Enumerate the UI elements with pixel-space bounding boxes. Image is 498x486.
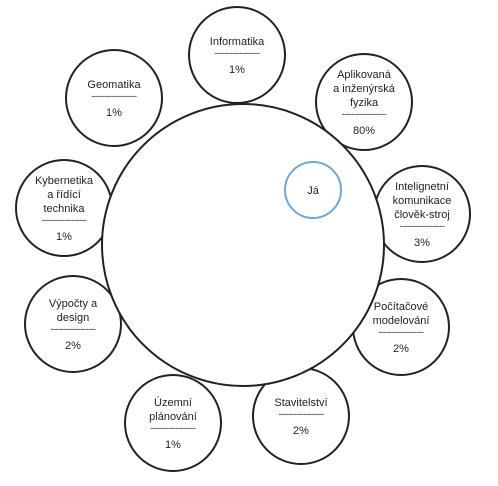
node-divider: ------------------ [279, 409, 324, 419]
node-label-line: design [57, 312, 89, 324]
node-value: 1% [56, 231, 72, 243]
node-divider: ------------------ [92, 91, 137, 101]
node-label-line: Aplikovaná [337, 69, 392, 81]
node-circle [24, 275, 122, 373]
node-divider: ------------------ [42, 215, 87, 225]
node-label-line: komunikace [393, 195, 452, 207]
center-circle [284, 161, 342, 219]
node-circle [315, 53, 413, 151]
node-value: 80% [353, 125, 375, 137]
outer-circles-group: Informatika------------------1% Aplikovan… [15, 6, 471, 472]
node-label-line: a řídící [47, 189, 81, 201]
node-divider: ------------------ [379, 327, 424, 337]
node-label-line: Územní [154, 396, 192, 409]
node-label-line: Informatika [210, 36, 265, 48]
node-value: 1% [229, 64, 245, 76]
node-label-line: fyzika [350, 97, 379, 109]
node-label-line: Stavitelství [274, 397, 327, 409]
node-label-line: modelování [373, 315, 430, 327]
node-divider: ------------------ [151, 423, 196, 433]
node-informatika: Informatika------------------ 1% [188, 6, 286, 104]
node-value: 2% [65, 340, 81, 352]
node-value: 1% [165, 439, 181, 451]
node-label-line: technika [44, 203, 86, 215]
main-circle [101, 103, 385, 387]
node-uzemni-planovani: Územní plánování------------------ 1% [124, 374, 222, 472]
node-value: 2% [293, 425, 309, 437]
node-value: 2% [393, 343, 409, 355]
node-kybernetika-a-ridici-technika: Kybernetika a řídící technika-------------… [15, 159, 113, 257]
node-value: 3% [414, 237, 430, 249]
node-label-line: plánování [149, 411, 197, 423]
node-label-line: Výpočty a [49, 298, 98, 310]
node-label-line: a inženýrská [333, 83, 396, 95]
node-divider: ------------------ [51, 324, 96, 334]
node-divider: ------------------ [342, 109, 387, 119]
node-divider: ------------------ [215, 48, 260, 58]
node-circle [124, 374, 222, 472]
node-label-line: Geomatika [87, 79, 141, 91]
node-pocitacove-modelovani: Počítačové modelování------------------ 2% [352, 278, 450, 376]
node-circle [65, 49, 163, 147]
node-circle [188, 6, 286, 104]
node-vypocty-a-design: Výpočty a design------------------ 2% [24, 275, 122, 373]
node-geomatika: Geomatika------------------ 1% [65, 49, 163, 147]
node-label-line: Intelignetní [395, 181, 449, 193]
node-label-line: Kybernetika [35, 175, 94, 187]
center-label: Já [307, 185, 320, 197]
node-value: 1% [106, 107, 122, 119]
node-label-line: člověk-stroj [394, 209, 450, 221]
node-label-line: Počítačové [374, 301, 428, 313]
node-divider: ------------------ [400, 221, 445, 231]
node-inteligentni-komunikace: Intelignetní komunikace člověk-stroj------… [373, 165, 471, 263]
node-aplikovana-a-inzenyrska-fyzika: Aplikovaná a inženýrská fyzika------------… [315, 53, 413, 151]
node-stavitelstvi: Stavitelství------------------ 2% [252, 367, 350, 465]
